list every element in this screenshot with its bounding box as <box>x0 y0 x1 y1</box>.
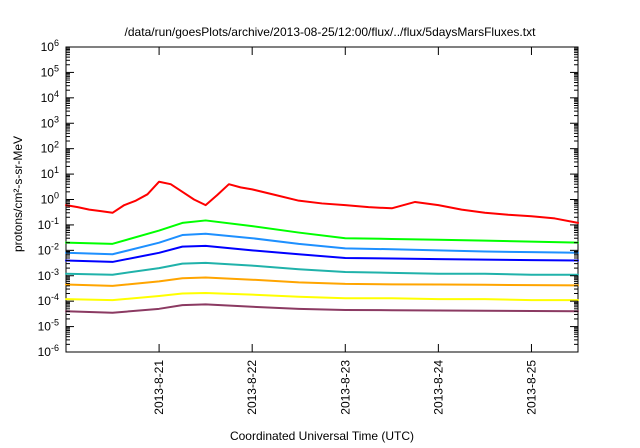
x-axis-label: Coordinated Universal Time (UTC) <box>230 429 414 443</box>
chart-series <box>65 180 579 314</box>
y-tick-label: 10-3 <box>38 267 59 283</box>
y-tick-label: 10-6 <box>38 343 59 359</box>
series-line-2 <box>65 219 579 245</box>
y-tick-label: 102 <box>41 140 59 156</box>
y-tick-label: 10-4 <box>38 292 59 308</box>
x-tick-label: 2013-8-21 <box>152 360 166 415</box>
y-tick-label: 104 <box>41 89 59 105</box>
y-tick-label: 101 <box>41 165 59 181</box>
y-tick-label: 106 <box>41 38 59 54</box>
series-line-5 <box>65 261 579 276</box>
x-tick-label: 2013-8-23 <box>338 360 352 415</box>
series-line-6 <box>65 276 579 287</box>
y-axis: 10-6 10-5 10-4 10-3 10-2 10-1 100 101 102 103 104 1… <box>38 38 578 359</box>
y-tick-label: 10-1 <box>38 216 59 232</box>
series-line-7 <box>65 291 579 302</box>
series-line-8 <box>65 303 579 314</box>
x-tick-label: 2013-8-24 <box>431 360 445 415</box>
y-tick-label: 10-5 <box>38 318 59 334</box>
series-line-3 <box>65 232 579 256</box>
y-tick-label: 103 <box>41 114 59 130</box>
y-tick-label: 10-2 <box>38 241 59 257</box>
series-line-4 <box>65 244 579 263</box>
y-axis-label: protons/cm²-s-sr-MeV <box>11 136 25 252</box>
y-tick-label: 100 <box>41 191 59 207</box>
series-line-1 <box>65 180 579 224</box>
plot-frame <box>65 46 579 353</box>
x-tick-label: 2013-8-22 <box>245 360 259 415</box>
chart-title: /data/run/goesPlots/archive/2013-08-25/1… <box>125 25 537 39</box>
y-tick-label: 105 <box>41 63 59 79</box>
x-axis: 2013-8-21 2013-8-22 2013-8-23 2013-8-24 2013… <box>152 47 538 415</box>
x-tick-label: 2013-8-25 <box>524 360 538 415</box>
